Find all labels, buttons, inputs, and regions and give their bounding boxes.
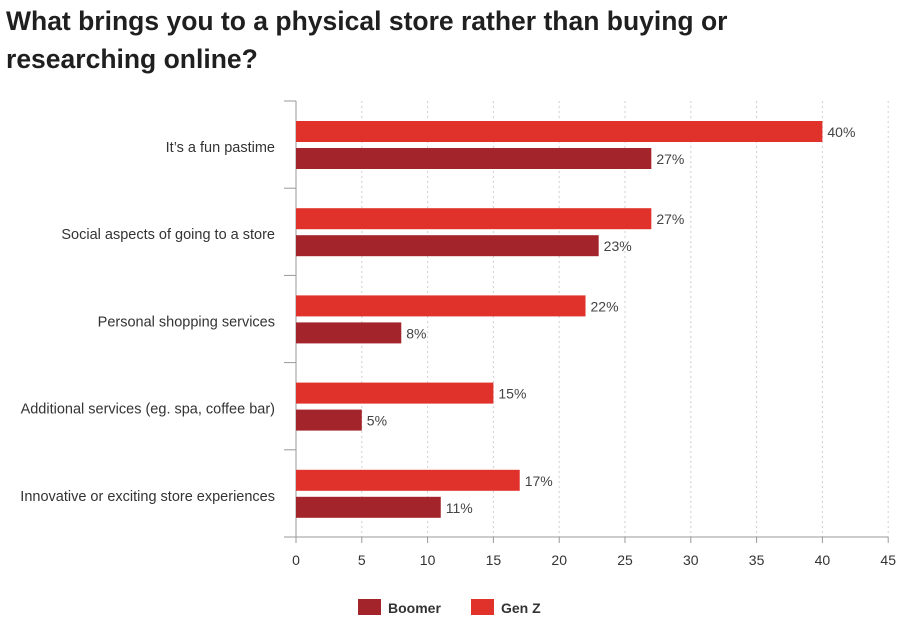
- value-label-gen-z: 17%: [525, 473, 553, 489]
- x-tick-label-25: 25: [617, 552, 633, 568]
- value-label-gen-z: 40%: [827, 124, 855, 140]
- x-tick-label-0: 0: [292, 552, 300, 568]
- axes: 0 5 10 15 20 25 30 35 40 45: [284, 100, 896, 568]
- bar-gen-z: [296, 121, 823, 142]
- value-label-gen-z: 15%: [498, 386, 526, 402]
- x-tick-label-40: 40: [815, 552, 831, 568]
- legend: Boomer Gen Z: [358, 599, 541, 616]
- category-label: Personal shopping services: [98, 314, 275, 330]
- bar-gen-z: [296, 469, 520, 491]
- bar-gen-z: [296, 295, 586, 317]
- x-tick-label-20: 20: [551, 552, 567, 568]
- value-label-boomer: 11%: [446, 500, 473, 516]
- category-label: Innovative or exciting store experiences: [20, 489, 275, 505]
- legend-label-gen-z: Gen Z: [501, 600, 541, 616]
- bar-gen-z: [296, 382, 494, 404]
- bar-boomer: [296, 409, 362, 431]
- value-label-gen-z: 27%: [656, 211, 684, 227]
- category-label: Social aspects of going to a store: [61, 227, 275, 243]
- value-label-boomer: 27%: [656, 151, 684, 167]
- category-label: Additional services (eg. spa, coffee bar…: [21, 402, 275, 418]
- x-tick-label-15: 15: [486, 552, 502, 568]
- value-label-boomer: 23%: [604, 238, 632, 254]
- chart-title: What brings you to a physical store rath…: [6, 6, 728, 74]
- legend-swatch-boomer: [358, 599, 381, 615]
- value-label-gen-z: 22%: [591, 298, 619, 314]
- value-label-boomer: 5%: [367, 413, 387, 429]
- bar-boomer: [296, 322, 402, 344]
- x-tick-label-45: 45: [880, 552, 896, 568]
- x-tick-label-30: 30: [683, 552, 699, 568]
- bar-boomer: [296, 235, 599, 257]
- category-label: It’s a fun pastime: [166, 140, 275, 156]
- bars: [296, 121, 823, 518]
- bar-gen-z: [296, 208, 652, 230]
- x-tick-label-35: 35: [749, 552, 765, 568]
- legend-label-boomer: Boomer: [388, 600, 441, 616]
- x-tick-label-5: 5: [358, 552, 366, 568]
- value-label-boomer: 8%: [406, 325, 426, 341]
- bar-boomer: [296, 148, 652, 169]
- labels: It’s a fun pastime 40% 27% Social aspects o…: [20, 124, 855, 516]
- x-tick-label-10: 10: [420, 552, 436, 568]
- bar-boomer: [296, 496, 441, 518]
- legend-swatch-gen-z: [471, 599, 494, 615]
